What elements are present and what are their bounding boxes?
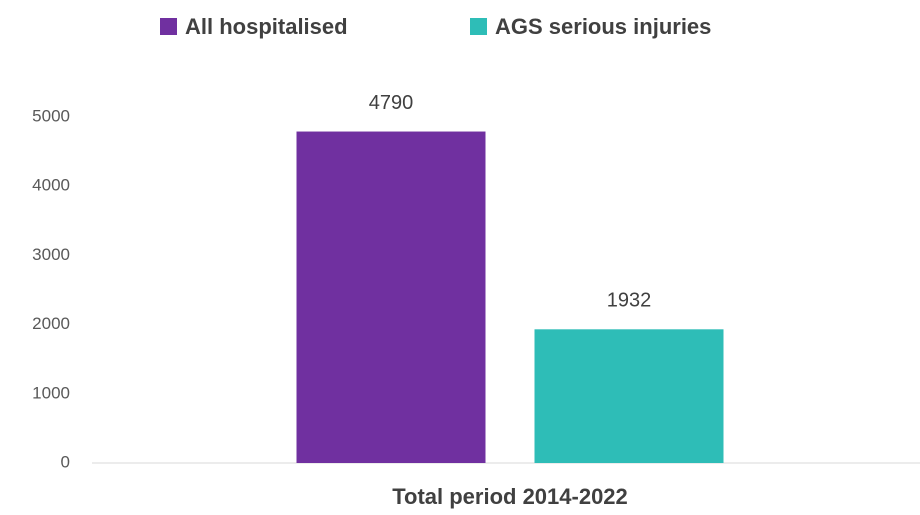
- y-tick-label: 0: [61, 452, 70, 471]
- y-tick-label: 3000: [32, 245, 70, 264]
- legend-swatch: [160, 18, 177, 35]
- legend-label: AGS serious injuries: [495, 14, 711, 39]
- bar: [296, 131, 486, 464]
- y-tick-label: 1000: [32, 383, 70, 402]
- x-tick-label: Total period 2014-2022: [392, 484, 628, 509]
- y-tick-label: 5000: [32, 106, 70, 125]
- value-label: 1932: [607, 290, 652, 312]
- legend-swatch: [470, 18, 487, 35]
- value-label: 4790: [369, 92, 414, 114]
- y-tick-label: 4000: [32, 176, 70, 195]
- y-tick-label: 2000: [32, 314, 70, 333]
- bar: [534, 329, 724, 463]
- legend-label: All hospitalised: [185, 14, 348, 39]
